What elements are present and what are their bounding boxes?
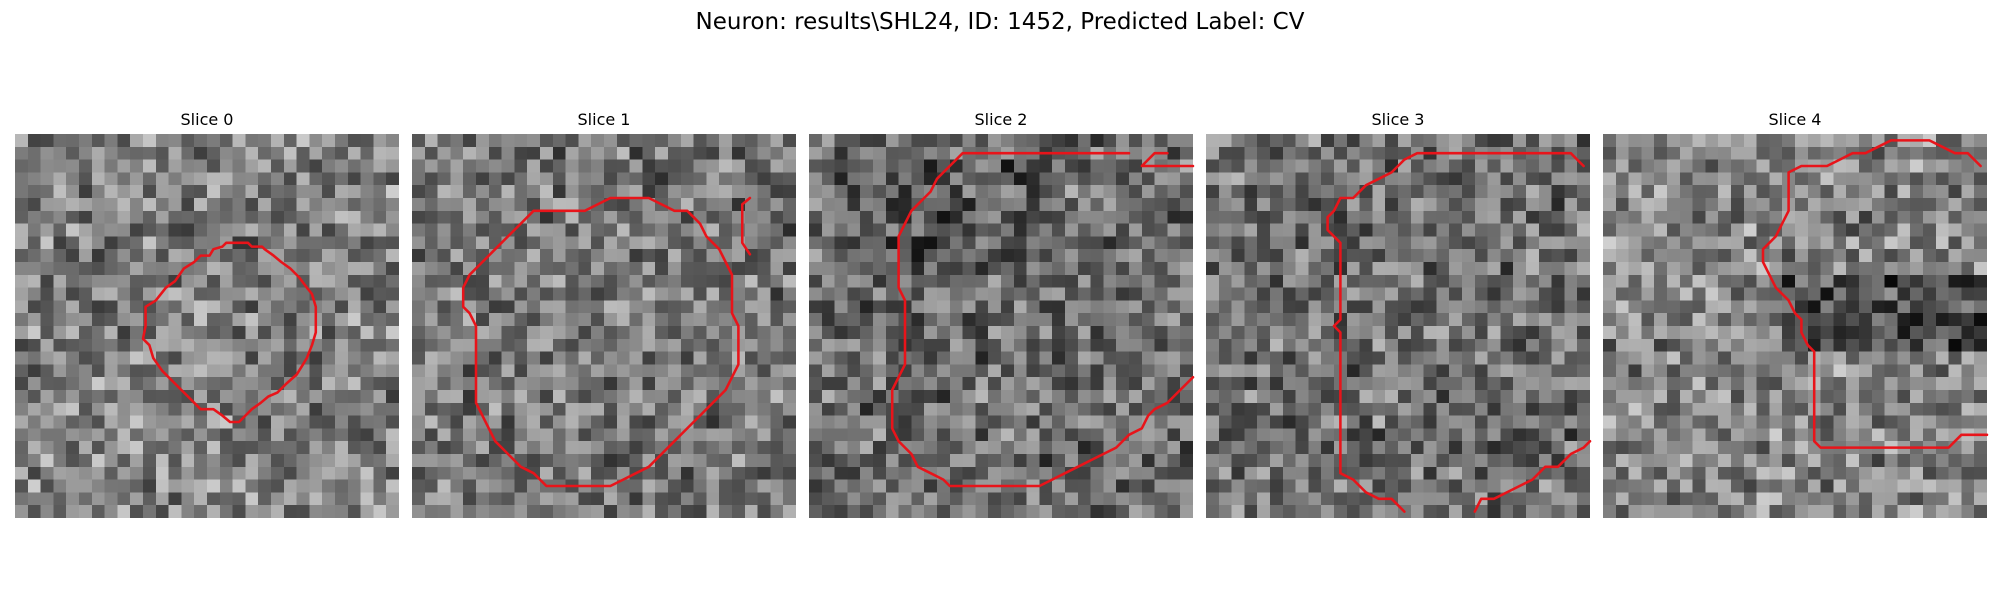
slice-image-frame (412, 134, 796, 518)
slice-panel-0: Slice 0 (15, 110, 399, 518)
slice-contour-overlay (461, 196, 752, 488)
slice-image-frame (1603, 134, 1989, 518)
slice-title: Slice 3 (1371, 110, 1425, 129)
slice-image (1206, 134, 1590, 518)
slice-contour-overlay (890, 151, 1195, 488)
slice-panel-3: Slice 3 (1206, 110, 1592, 518)
segmentation-contour (1326, 151, 1585, 513)
segmentation-contour (1761, 139, 1989, 449)
slice-image (809, 134, 1193, 518)
slice-image (1603, 134, 1987, 518)
segmentation-contour (461, 196, 740, 488)
slice-image-frame (1206, 134, 1592, 518)
slice-image-frame (15, 134, 399, 518)
slice-panel-4: Slice 4 (1603, 110, 1989, 518)
figure-title: Neuron: results\SHL24, ID: 1452, Predict… (695, 9, 1305, 35)
segmentation-contour (141, 241, 318, 424)
slice-contour-overlay (141, 241, 318, 424)
slice-panel-1: Slice 1 (412, 110, 796, 518)
segmentation-contour (740, 196, 752, 256)
slice-title: Slice 1 (577, 110, 631, 129)
slice-title: Slice 2 (974, 110, 1028, 129)
slice-image-frame (809, 134, 1195, 518)
segmentation-contour (1473, 439, 1592, 513)
slice-contour-overlay (1326, 151, 1592, 513)
slice-title: Slice 4 (1768, 110, 1822, 129)
slice-title: Slice 0 (180, 110, 234, 129)
segmentation-contour (1140, 151, 1195, 168)
slice-contour-overlay (1761, 139, 1989, 449)
slice-image (15, 134, 399, 518)
slice-panel-2: Slice 2 (809, 110, 1195, 518)
segmentation-contour (890, 151, 1195, 488)
